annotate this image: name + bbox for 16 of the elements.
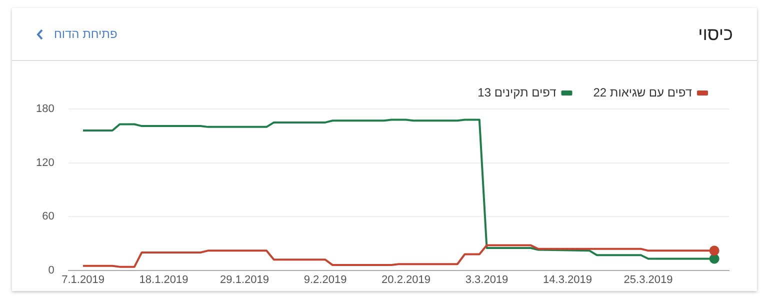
- x-tick-label: 20.2.2019: [382, 274, 430, 286]
- text: פתיחת הדוח: [54, 27, 118, 41]
- x-tick-label: 25.3.2019: [624, 274, 673, 286]
- y-tick-label: 120: [36, 156, 54, 169]
- chart-title: כיסוי: [698, 24, 733, 44]
- x-tick-label: 29.1.2019: [220, 274, 269, 286]
- legend-label: 13 דפים תקינים: [478, 85, 557, 100]
- x-tick-label: 18.1.2019: [139, 274, 188, 286]
- y-tick-label: 180: [36, 103, 54, 116]
- y-tick-label: 60: [42, 210, 54, 223]
- x-tick-label: 7.1.2019: [62, 274, 104, 286]
- legend-label: 22 דפים עם שגיאות: [593, 85, 692, 100]
- x-tick-label: 9.2.2019: [304, 274, 347, 286]
- x-tick-label: 14.3.2019: [543, 274, 592, 286]
- x-tick-label: 3.3.2019: [465, 274, 508, 286]
- y-tick-label: 0: [48, 264, 54, 276]
